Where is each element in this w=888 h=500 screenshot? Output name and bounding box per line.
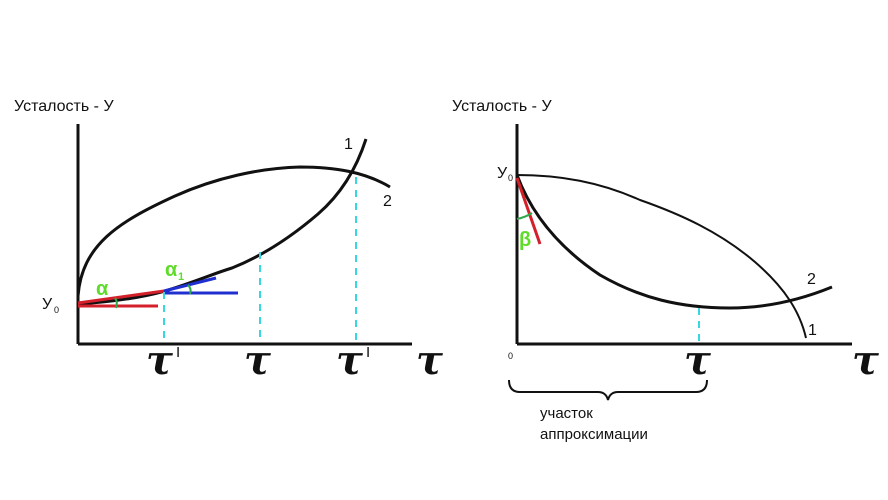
left-tangent-blue-sloped xyxy=(163,276,217,293)
left-tau-prime-1-tick: I xyxy=(176,344,180,361)
left-angle-alpha-label: α xyxy=(96,278,109,300)
left-y-axis-label: Усталость - У xyxy=(14,98,114,115)
left-angle-alpha1-label: α xyxy=(165,259,178,281)
left-curve-2-label: 2 xyxy=(383,193,392,210)
left-y0-subscript: 0 xyxy=(54,305,59,315)
left-curve-2 xyxy=(76,165,391,297)
left-tau-prime-2-tick: I xyxy=(366,344,370,361)
left-tau-axis-label: τ xyxy=(416,337,443,384)
left-tau: τ xyxy=(244,337,271,384)
left-tau-prime-2: τ xyxy=(336,337,363,384)
left-diagram: Усталость - У α α 1 У 0 1 2 τ I τ τ I xyxy=(14,98,443,384)
left-curve-1-label: 1 xyxy=(344,136,353,153)
right-curve-1 xyxy=(516,174,807,339)
right-y0-subscript: 0 xyxy=(508,173,513,183)
left-angle-alpha1-subscript: 1 xyxy=(178,271,184,283)
approximation-label-line2: аппроксимации xyxy=(540,426,648,443)
left-y0-label: У xyxy=(42,296,53,313)
right-tau-axis-label: τ xyxy=(852,337,879,384)
right-tau: τ xyxy=(684,337,711,384)
approximation-brace xyxy=(508,379,708,401)
approximation-label-line1: участок xyxy=(540,405,593,422)
right-angle-beta-arc xyxy=(516,212,533,220)
right-curve-2 xyxy=(515,174,833,310)
left-angle-alpha-arc xyxy=(114,297,118,309)
right-y-axis-label: Усталость - У xyxy=(452,98,552,115)
left-curve-1 xyxy=(77,138,368,306)
right-y0-label: У xyxy=(497,165,508,182)
right-origin-label: 0 xyxy=(508,351,513,361)
left-angle-alpha1-arc xyxy=(187,284,192,295)
right-diagram: Усталость - У β У 0 0 1 2 τ τ участок ап… xyxy=(452,98,879,443)
left-tangent-red-sloped xyxy=(77,289,165,305)
right-angle-beta-label: β xyxy=(519,229,531,251)
left-tau-prime-1: τ xyxy=(146,337,173,384)
right-curve-2-label: 2 xyxy=(807,271,816,288)
right-curve-1-label: 1 xyxy=(808,322,817,339)
right-tangent-red xyxy=(515,177,542,245)
